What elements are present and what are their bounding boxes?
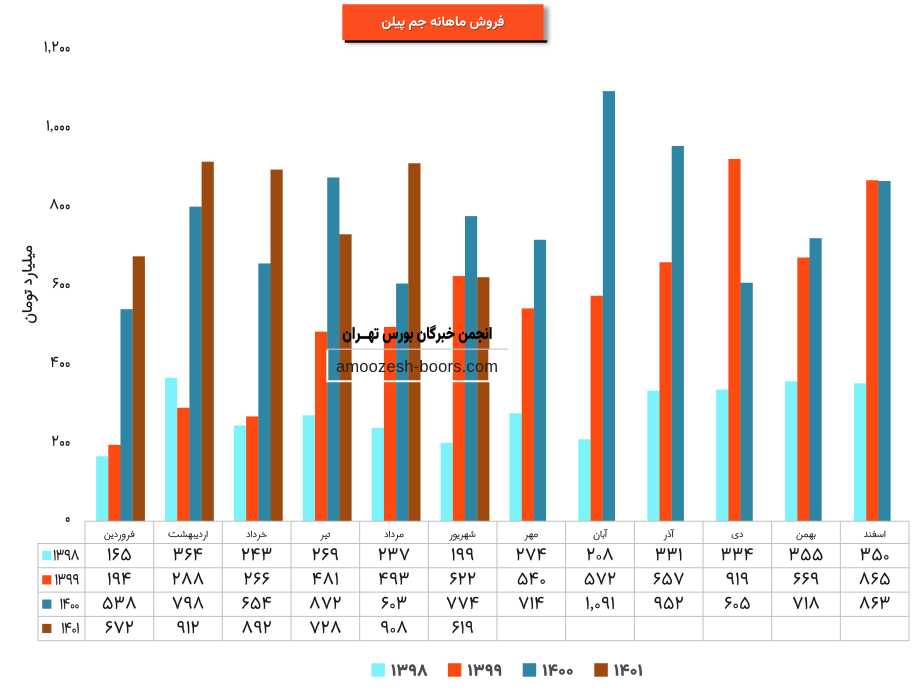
svg-text:amoozesh-boors.com: amoozesh-boors.com — [336, 358, 498, 376]
